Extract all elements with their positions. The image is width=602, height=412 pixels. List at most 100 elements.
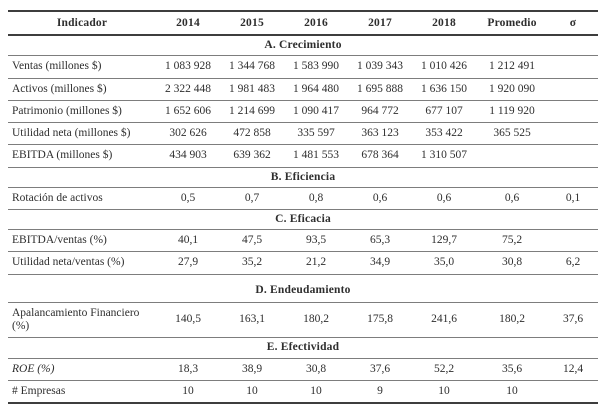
- section-title: A. Crecimiento: [8, 35, 598, 57]
- cell-value: 0,5: [156, 187, 220, 210]
- col-header-indicador: Indicador: [8, 11, 156, 37]
- cell-value: 0,1: [548, 187, 598, 210]
- cell-value: 0,6: [412, 187, 476, 210]
- table-row: EBITDA/ventas (%) 40,1 47,5 93,5 65,3 129,7 75…: [8, 229, 598, 253]
- table-row: # Empresas 10 10 10 9 10 10: [8, 380, 598, 404]
- cell-value: 37,6: [348, 358, 412, 381]
- cell-value: 0,6: [348, 187, 412, 210]
- section-header-row: D. Endeudamiento: [8, 274, 598, 303]
- table-row: EBITDA (millones $) 434 903 639 362 1 481 5…: [8, 144, 598, 168]
- cell-value: 9: [348, 380, 412, 404]
- cell-value: 35,0: [412, 251, 476, 275]
- cell-value: 335 597: [284, 122, 348, 146]
- row-label: EBITDA (millones $): [8, 144, 156, 168]
- col-header-2015: 2015: [220, 11, 284, 37]
- row-label: EBITDA/ventas (%): [8, 229, 156, 253]
- cell-value: 1 083 928: [156, 55, 220, 79]
- cell-value: 1 981 483: [220, 78, 284, 101]
- row-label: Utilidad neta/ventas (%): [8, 251, 156, 275]
- table-body: A. Crecimiento Ventas (millones $) 1 083 9…: [8, 35, 598, 404]
- cell-value: [476, 144, 548, 168]
- table-row: ROE (%) 18,3 38,9 30,8 37,6 52,2 35,6 12,4: [8, 358, 598, 381]
- cell-value: [548, 78, 598, 101]
- table-row: Utilidad neta (millones $) 302 626 472 858…: [8, 122, 598, 146]
- cell-value: 10: [156, 380, 220, 404]
- section-header-row: E. Efectividad: [8, 337, 598, 359]
- cell-value: 129,7: [412, 229, 476, 253]
- cell-value: 1 119 920: [476, 100, 548, 124]
- cell-value: 241,6: [412, 302, 476, 339]
- cell-value: 302 626: [156, 122, 220, 146]
- header-row: Indicador 2014 2015 2016 2017 2018 Prome…: [8, 11, 598, 37]
- cell-value: 353 422: [412, 122, 476, 146]
- cell-value: 1 344 768: [220, 55, 284, 79]
- table-row: Patrimonio (millones $) 1 652 606 1 214 69…: [8, 100, 598, 124]
- cell-value: 10: [284, 380, 348, 404]
- cell-value: 38,9: [220, 358, 284, 381]
- cell-value: 180,2: [476, 302, 548, 339]
- cell-value: 140,5: [156, 302, 220, 339]
- cell-value: 21,2: [284, 251, 348, 275]
- cell-value: 1 583 990: [284, 55, 348, 79]
- cell-value: 47,5: [220, 229, 284, 253]
- section-title: B. Eficiencia: [8, 167, 598, 188]
- row-label: Ventas (millones $): [8, 55, 156, 79]
- col-header-sigma: σ: [548, 11, 598, 37]
- cell-value: 37,6: [548, 302, 598, 339]
- cell-value: 1 652 606: [156, 100, 220, 124]
- cell-value: 1 481 553: [284, 144, 348, 168]
- col-header-2017: 2017: [348, 11, 412, 37]
- cell-value: [548, 100, 598, 124]
- cell-value: 1 214 699: [220, 100, 284, 124]
- cell-value: 2 322 448: [156, 78, 220, 101]
- section-title: C. Eficacia: [8, 209, 598, 231]
- cell-value: 175,8: [348, 302, 412, 339]
- cell-value: 75,2: [476, 229, 548, 253]
- cell-value: 30,8: [476, 251, 548, 275]
- cell-value: 639 362: [220, 144, 284, 168]
- row-label: Apalancamiento Financiero (%): [8, 302, 156, 339]
- cell-value: 52,2: [412, 358, 476, 381]
- cell-value: 40,1: [156, 229, 220, 253]
- row-label: Utilidad neta (millones $): [8, 122, 156, 146]
- cell-value: 30,8: [284, 358, 348, 381]
- col-header-2018: 2018: [412, 11, 476, 37]
- cell-value: 0,7: [220, 187, 284, 210]
- cell-value: 180,2: [284, 302, 348, 339]
- cell-value: 12,4: [548, 358, 598, 381]
- row-label: ROE (%): [8, 358, 156, 381]
- cell-value: 93,5: [284, 229, 348, 253]
- col-header-2014: 2014: [156, 11, 220, 37]
- table-row: Utilidad neta/ventas (%) 27,9 35,2 21,2 34,9…: [8, 251, 598, 275]
- row-label: Rotación de activos: [8, 187, 156, 210]
- table-row: Activos (millones $) 2 322 448 1 981 483 1 …: [8, 78, 598, 101]
- cell-value: 1 695 888: [348, 78, 412, 101]
- cell-value: 0,8: [284, 187, 348, 210]
- cell-value: 0,6: [476, 187, 548, 210]
- cell-value: 365 525: [476, 122, 548, 146]
- cell-value: 1 310 507: [412, 144, 476, 168]
- section-title: D. Endeudamiento: [8, 274, 598, 303]
- cell-value: 18,3: [156, 358, 220, 381]
- cell-value: 964 772: [348, 100, 412, 124]
- cell-value: 27,9: [156, 251, 220, 275]
- cell-value: 1 039 343: [348, 55, 412, 79]
- cell-value: 1 636 150: [412, 78, 476, 101]
- cell-value: [548, 144, 598, 168]
- cell-value: 1 212 491: [476, 55, 548, 79]
- row-label: # Empresas: [8, 380, 156, 404]
- cell-value: 34,9: [348, 251, 412, 275]
- col-header-promedio: Promedio: [476, 11, 548, 37]
- section-header-row: B. Eficiencia: [8, 167, 598, 188]
- cell-value: [548, 55, 598, 79]
- cell-value: 472 858: [220, 122, 284, 146]
- cell-value: 163,1: [220, 302, 284, 339]
- cell-value: 35,6: [476, 358, 548, 381]
- cell-value: 10: [476, 380, 548, 404]
- cell-value: 1 964 480: [284, 78, 348, 101]
- cell-value: 677 107: [412, 100, 476, 124]
- indicators-table: Indicador 2014 2015 2016 2017 2018 Prome…: [8, 10, 598, 404]
- section-header-row: C. Eficacia: [8, 209, 598, 231]
- cell-value: 363 123: [348, 122, 412, 146]
- table-row: Rotación de activos 0,5 0,7 0,8 0,6 0,6 0,6 0,1: [8, 187, 598, 210]
